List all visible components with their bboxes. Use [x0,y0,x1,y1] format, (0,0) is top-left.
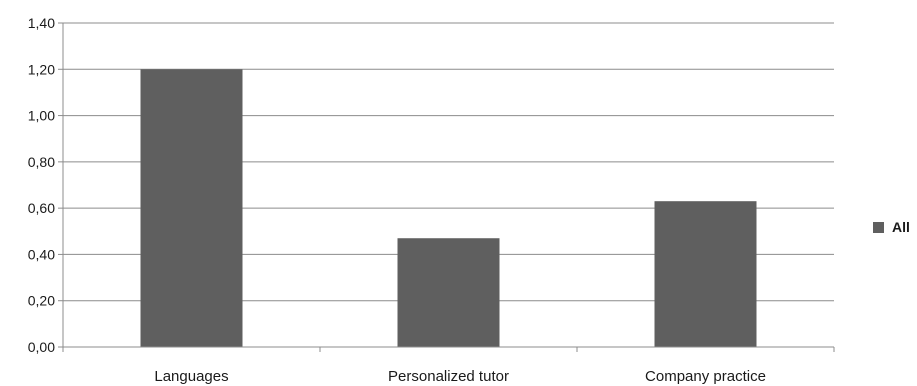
legend-swatch [873,221,884,233]
legend: All [873,219,910,235]
bar [140,69,243,348]
y-tick-label: 1,20 [28,61,55,77]
bars [140,69,757,348]
y-tick-label: 1,40 [28,15,55,31]
y-tick-label: 0,00 [28,339,55,355]
y-axis-ticks: 0,00 0,20 0,40 0,60 0,80 1,00 1,20 1,40 [28,15,55,355]
bar [397,238,500,347]
x-tick-label: Languages [154,368,228,385]
y-tick-label: 0,20 [28,293,55,309]
axes [58,22,835,352]
x-tick-label: Personalized tutor [388,368,509,385]
y-tick-label: 0,40 [28,246,55,262]
x-axis-labels: Languages Personalized tutor Company pract… [154,368,766,385]
bar [654,201,757,347]
y-tick-label: 1,00 [28,108,55,124]
legend-label: All [892,219,910,235]
y-tick-label: 0,80 [28,154,55,170]
x-tick-label: Company practice [645,368,766,385]
y-tick-label: 0,60 [28,200,55,216]
